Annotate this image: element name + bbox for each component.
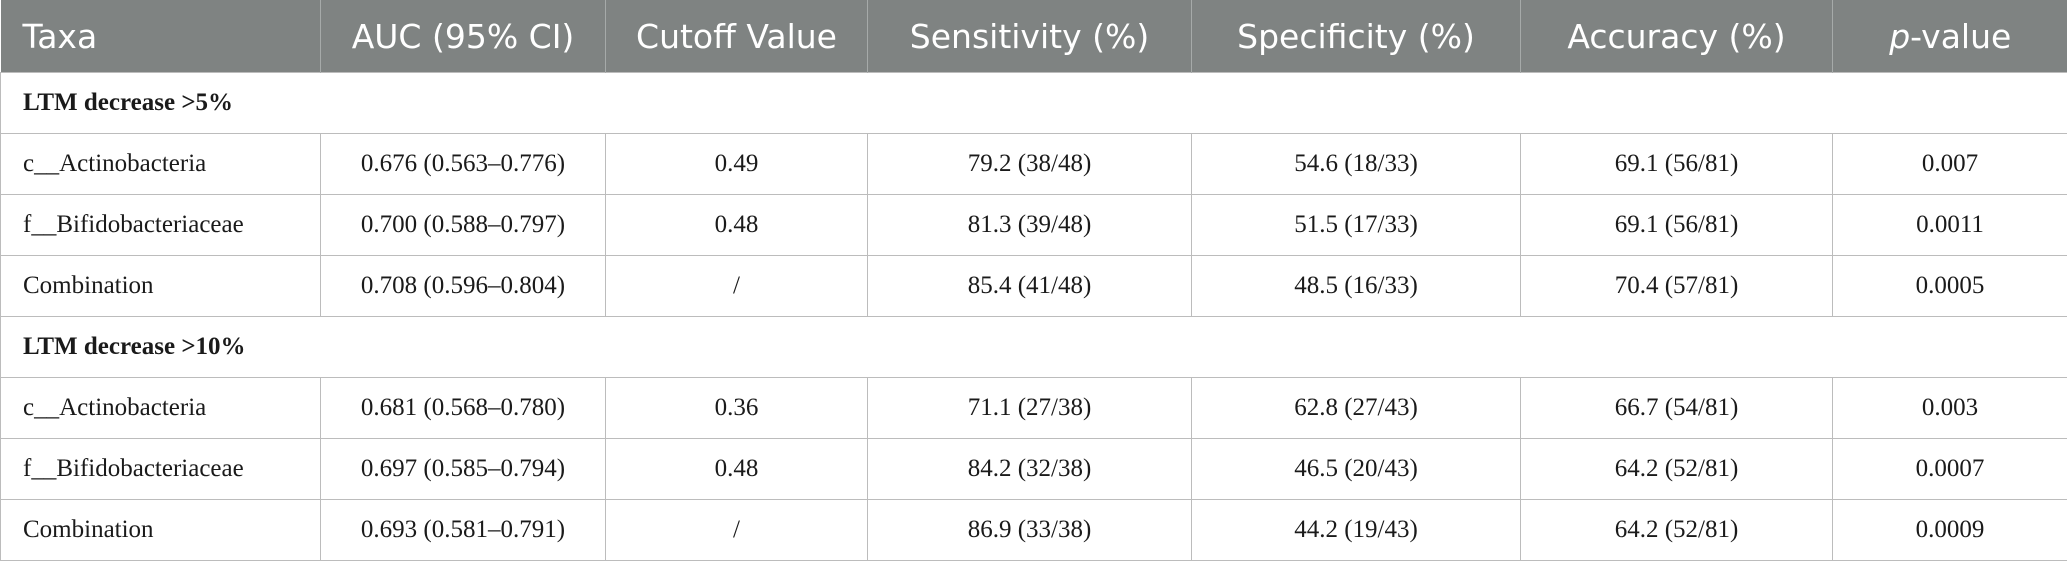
cell-specificity: 48.5 (16/33) xyxy=(1191,255,1521,317)
cell-cutoff: 0.48 xyxy=(605,438,868,500)
cell-accuracy: 66.7 (54/81) xyxy=(1520,377,1833,439)
header-cutoff: Cutoff Value xyxy=(605,0,868,73)
cell-specificity: 54.6 (18/33) xyxy=(1191,133,1521,195)
section-title: LTM decrease >5% xyxy=(0,72,2067,134)
cell-specificity: 46.5 (20/43) xyxy=(1191,438,1521,500)
cell-cutoff: 0.49 xyxy=(605,133,868,195)
cell-sensitivity: 71.1 (27/38) xyxy=(867,377,1192,439)
cell-taxa: Combination xyxy=(0,499,321,561)
cell-p-value: 0.003 xyxy=(1832,377,2067,439)
section-title: LTM decrease >10% xyxy=(0,316,2067,378)
cell-cutoff: 0.48 xyxy=(605,194,868,256)
cell-cutoff: / xyxy=(605,255,868,317)
cell-p-value: 0.007 xyxy=(1832,133,2067,195)
cell-auc: 0.700 (0.588–0.797) xyxy=(320,194,606,256)
table-row: f__Bifidobacteriaceae 0.697 (0.585–0.794… xyxy=(0,438,2067,500)
header-p-letter: p xyxy=(1889,16,1911,56)
cell-auc: 0.708 (0.596–0.804) xyxy=(320,255,606,317)
cell-accuracy: 64.2 (52/81) xyxy=(1520,438,1833,500)
table-row: f__Bifidobacteriaceae 0.700 (0.588–0.797… xyxy=(0,194,2067,256)
cell-auc: 0.681 (0.568–0.780) xyxy=(320,377,606,439)
cell-sensitivity: 81.3 (39/48) xyxy=(867,194,1192,256)
cell-taxa: f__Bifidobacteriaceae xyxy=(0,194,321,256)
table-row: Combination 0.693 (0.581–0.791) / 86.9 (… xyxy=(0,499,2067,561)
cell-p-value: 0.0005 xyxy=(1832,255,2067,317)
cell-sensitivity: 84.2 (32/38) xyxy=(867,438,1192,500)
cell-taxa: c__Actinobacteria xyxy=(0,377,321,439)
section-row: LTM decrease >5% xyxy=(0,72,2067,134)
cell-accuracy: 70.4 (57/81) xyxy=(1520,255,1833,317)
cell-taxa: Combination xyxy=(0,255,321,317)
header-p-value: p-value xyxy=(1832,0,2067,73)
cell-accuracy: 69.1 (56/81) xyxy=(1520,133,1833,195)
header-p-suffix: -value xyxy=(1910,16,2012,56)
cell-sensitivity: 85.4 (41/48) xyxy=(867,255,1192,317)
cell-cutoff: / xyxy=(605,499,868,561)
cell-specificity: 51.5 (17/33) xyxy=(1191,194,1521,256)
cell-accuracy: 69.1 (56/81) xyxy=(1520,194,1833,256)
table-body: LTM decrease >5% c__Actinobacteria 0.676… xyxy=(0,72,2067,561)
table-row: c__Actinobacteria 0.681 (0.568–0.780) 0.… xyxy=(0,377,2067,439)
header-taxa: Taxa xyxy=(0,0,321,73)
header-specificity: Specificity (%) xyxy=(1191,0,1521,73)
cell-specificity: 62.8 (27/43) xyxy=(1191,377,1521,439)
section-row: LTM decrease >10% xyxy=(0,316,2067,378)
cell-p-value: 0.0009 xyxy=(1832,499,2067,561)
header-auc: AUC (95% CI) xyxy=(320,0,606,73)
results-table: Taxa AUC (95% CI) Cutoff Value Sensitivi… xyxy=(0,0,2067,561)
cell-auc: 0.697 (0.585–0.794) xyxy=(320,438,606,500)
cell-p-value: 0.0007 xyxy=(1832,438,2067,500)
cell-taxa: c__Actinobacteria xyxy=(0,133,321,195)
cell-auc: 0.676 (0.563–0.776) xyxy=(320,133,606,195)
table-row: Combination 0.708 (0.596–0.804) / 85.4 (… xyxy=(0,255,2067,317)
cell-accuracy: 64.2 (52/81) xyxy=(1520,499,1833,561)
cell-sensitivity: 79.2 (38/48) xyxy=(867,133,1192,195)
cell-auc: 0.693 (0.581–0.791) xyxy=(320,499,606,561)
header-sensitivity: Sensitivity (%) xyxy=(867,0,1192,73)
header-accuracy: Accuracy (%) xyxy=(1520,0,1833,73)
cell-cutoff: 0.36 xyxy=(605,377,868,439)
cell-p-value: 0.0011 xyxy=(1832,194,2067,256)
cell-specificity: 44.2 (19/43) xyxy=(1191,499,1521,561)
table-row: c__Actinobacteria 0.676 (0.563–0.776) 0.… xyxy=(0,133,2067,195)
cell-sensitivity: 86.9 (33/38) xyxy=(867,499,1192,561)
header-row: Taxa AUC (95% CI) Cutoff Value Sensitivi… xyxy=(0,0,2067,73)
cell-taxa: f__Bifidobacteriaceae xyxy=(0,438,321,500)
